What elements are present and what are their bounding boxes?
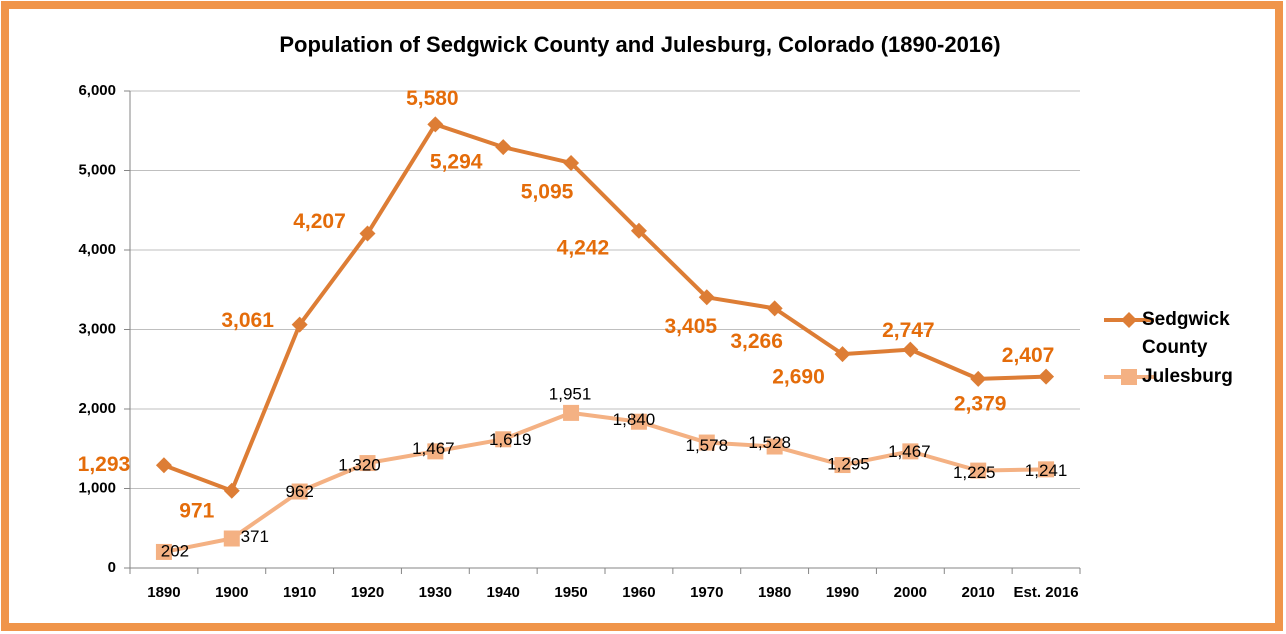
marker bbox=[495, 139, 512, 156]
data-label: 962 bbox=[285, 482, 313, 501]
x-tick-label: 2010 bbox=[962, 584, 995, 601]
marker bbox=[223, 530, 240, 547]
y-tick-label: 2,000 bbox=[78, 400, 116, 417]
marker bbox=[1038, 368, 1055, 385]
data-label: 1,295 bbox=[827, 455, 870, 474]
data-label: 1,225 bbox=[953, 463, 996, 482]
marker bbox=[698, 289, 715, 306]
data-label: 5,095 bbox=[521, 180, 574, 203]
data-label: 5,294 bbox=[430, 151, 483, 174]
marker bbox=[630, 222, 647, 239]
marker bbox=[698, 434, 715, 451]
chart-title: Population of Sedgwick County and Julesb… bbox=[279, 32, 1000, 57]
marker bbox=[834, 457, 851, 474]
series-line bbox=[163, 410, 1047, 554]
data-label: 371 bbox=[241, 527, 269, 546]
marker bbox=[359, 225, 376, 242]
y-tick-label: 5,000 bbox=[78, 161, 116, 178]
x-tick-label: 1900 bbox=[215, 584, 248, 601]
legend-label: Sedgwick County bbox=[1142, 309, 1230, 358]
legend-label: Julesburg bbox=[1142, 366, 1233, 387]
data-label: 1,619 bbox=[489, 430, 532, 449]
marker bbox=[359, 455, 376, 472]
marker bbox=[834, 346, 851, 363]
marker bbox=[970, 370, 987, 387]
data-label: 1,293 bbox=[78, 453, 131, 476]
data-label: 3,266 bbox=[730, 330, 783, 353]
data-label: 2,747 bbox=[882, 319, 935, 342]
marker bbox=[223, 482, 240, 499]
data-label: 5,580 bbox=[406, 87, 459, 110]
data-label: 1,467 bbox=[888, 442, 931, 461]
x-tick-label: 1910 bbox=[283, 584, 316, 601]
y-tick-label: 0 bbox=[108, 559, 116, 576]
x-tick-label: 2000 bbox=[894, 584, 927, 601]
marker bbox=[291, 483, 308, 500]
marker bbox=[155, 457, 172, 474]
data-label: 2,407 bbox=[1002, 344, 1055, 367]
marker bbox=[155, 543, 172, 560]
data-label: 1,241 bbox=[1025, 461, 1068, 480]
data-label: 3,061 bbox=[221, 309, 274, 332]
marker bbox=[970, 462, 987, 479]
y-tick-label: 6,000 bbox=[78, 82, 116, 99]
y-tick-label: 3,000 bbox=[78, 320, 116, 337]
marker bbox=[1038, 461, 1055, 478]
x-tick-label: Est. 2016 bbox=[1014, 584, 1079, 601]
data-label: 3,405 bbox=[665, 315, 718, 338]
marker bbox=[766, 438, 783, 455]
x-tick-label: 1990 bbox=[826, 584, 859, 601]
data-label: 1,320 bbox=[338, 456, 381, 475]
y-tick-label: 1,000 bbox=[78, 479, 116, 496]
marker bbox=[291, 316, 308, 333]
x-tick-label: 1960 bbox=[622, 584, 655, 601]
marker bbox=[495, 431, 512, 448]
marker bbox=[1121, 312, 1137, 328]
series-line bbox=[163, 122, 1047, 493]
data-label: 1,467 bbox=[412, 439, 455, 458]
data-label: 202 bbox=[161, 541, 189, 560]
data-label: 1,528 bbox=[748, 433, 791, 452]
data-label: 2,379 bbox=[954, 392, 1007, 415]
marker bbox=[1121, 369, 1137, 385]
marker bbox=[427, 443, 444, 460]
x-tick-label: 1980 bbox=[758, 584, 791, 601]
marker bbox=[902, 341, 919, 358]
marker bbox=[563, 404, 580, 421]
data-label: 1,951 bbox=[549, 384, 592, 403]
y-tick-label: 4,000 bbox=[78, 241, 116, 258]
x-tick-label: 1940 bbox=[487, 584, 520, 601]
data-label: 4,207 bbox=[293, 210, 346, 233]
x-tick-label: 1890 bbox=[147, 584, 180, 601]
x-tick-label: 1920 bbox=[351, 584, 384, 601]
data-label: 4,242 bbox=[557, 236, 610, 259]
data-label: 2,690 bbox=[772, 366, 825, 389]
data-label: 1,578 bbox=[686, 436, 729, 455]
x-tick-label: 1970 bbox=[690, 584, 723, 601]
marker bbox=[427, 116, 444, 133]
data-label: 1,840 bbox=[613, 410, 656, 429]
x-tick-label: 1930 bbox=[419, 584, 452, 601]
marker bbox=[902, 443, 919, 460]
data-label: 971 bbox=[179, 499, 214, 522]
marker bbox=[630, 413, 647, 430]
x-tick-label: 1950 bbox=[554, 584, 587, 601]
marker bbox=[563, 154, 580, 171]
marker bbox=[766, 300, 783, 317]
